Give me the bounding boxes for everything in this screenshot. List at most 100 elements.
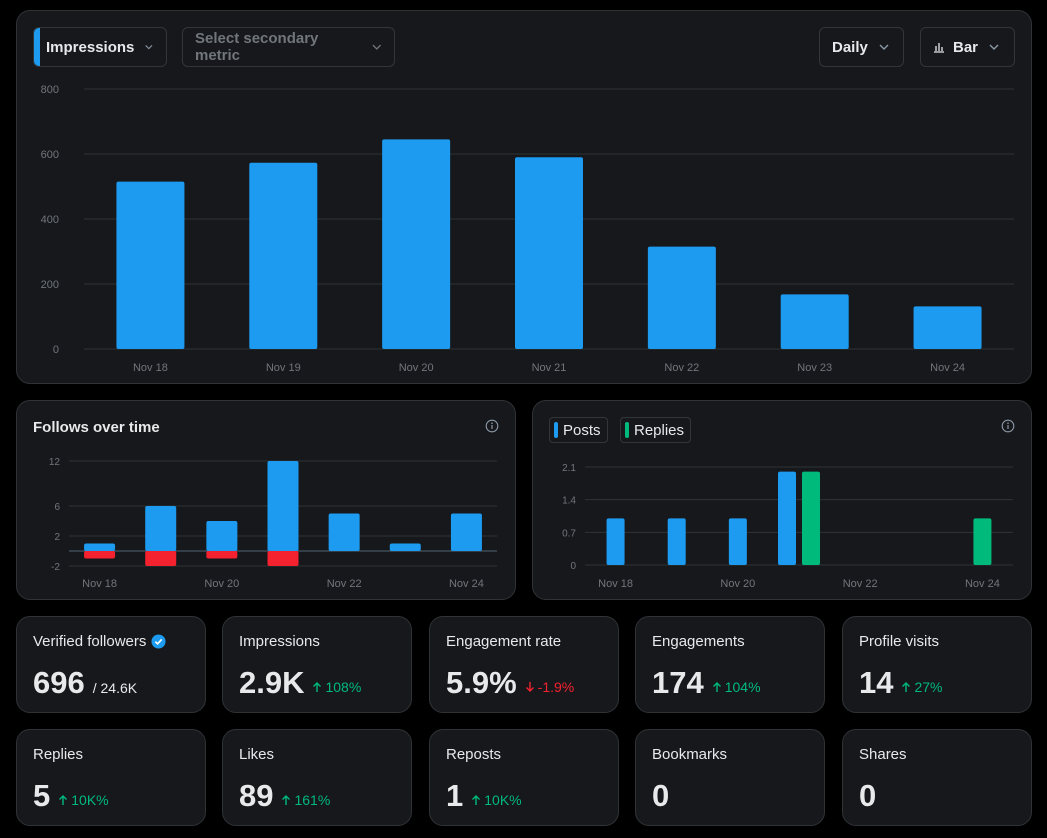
info-icon[interactable] [1001,419,1015,433]
follows-bar [206,521,238,551]
follows-bar [450,513,482,551]
follows-bar [328,513,360,551]
x-tick-label: Nov 18 [82,578,117,590]
x-tick-label: Nov 22 [843,578,878,590]
x-tick-label: Nov 24 [930,362,965,374]
stat-change: 161% [281,792,330,808]
stat-label: Replies [33,746,83,763]
chevron-down-icon [371,44,381,50]
posts-swatch [554,422,558,438]
stat-label-text: Replies [33,746,84,763]
stat-change: -1.9% [525,679,575,695]
x-tick-label: Nov 19 [266,362,301,374]
stat-card-verified-followers: Verified followers 696 / 24.6K [16,616,206,713]
stat-change: 104% [712,679,761,695]
stat-label: Impressions [239,633,320,650]
chevron-down-icon [879,44,889,50]
stat-value: 0 [652,778,670,813]
legend-replies[interactable]: Replies [620,417,692,443]
stat-card-replies: Replies 5 10K% [16,729,206,826]
stat-change-value: 10K% [71,792,109,808]
stat-label-text: Bookmarks [652,746,728,763]
stat-value: 0 [859,778,877,813]
arrow-up-icon [712,682,721,692]
y-tick-label: 400 [41,214,59,226]
x-tick-label: Nov 20 [720,578,755,590]
stat-label-text: Verified followers [33,633,147,650]
unfollows-bar [145,551,177,566]
x-tick-label: Nov 22 [327,578,362,590]
stat-card-reposts: Reposts 1 10K% [429,729,619,826]
stat-value: 174 [652,665,704,700]
stat-label: Reposts [446,746,501,763]
x-tick-label: Nov 20 [204,578,239,590]
legend-replies-label: Replies [634,421,685,439]
follows-title: Follows over time [33,419,160,436]
stat-value-row: 5.9% -1.9% [446,665,574,701]
impressions-bar [116,181,185,349]
arrow-down-icon [525,682,534,692]
y-tick-label: 0.7 [562,528,576,539]
secondary-metric-dropdown[interactable]: Select secondary metric [182,27,395,67]
info-icon[interactable] [485,419,499,433]
replies-swatch [625,422,629,438]
stat-total: / 24.6K [92,680,138,696]
x-tick-label: Nov 18 [133,362,168,374]
stat-change-value: 27% [914,679,943,695]
unfollows-bar [84,551,116,559]
stat-value: 89 [239,778,274,813]
x-tick-label: Nov 24 [449,578,484,590]
stat-change: 10K% [471,792,522,808]
stat-card-profile-visits: Profile visits 14 27% [842,616,1032,713]
replies-bar [973,518,992,565]
stat-label: Profile visits [859,633,939,650]
arrow-up-icon [902,682,911,692]
y-tick-label: -2 [51,562,60,573]
y-tick-label: 12 [49,457,61,468]
legend-posts-label: Posts [563,421,601,439]
stat-label: Likes [239,746,274,763]
stat-change-value: 108% [325,679,362,695]
follows-bar [267,461,299,551]
stat-value: 14 [859,665,894,700]
stat-label-text: Shares [859,746,907,763]
arrow-up-icon [313,682,322,692]
arrow-up-icon [472,795,481,805]
stat-value-row: 1 10K% [446,778,522,814]
legend-posts[interactable]: Posts [549,417,608,443]
impressions-bar-chart: 0 200 400 600 800 Nov 18 Nov 19 Nov 20 Nov 21 Nov… [41,84,1014,374]
interval-dropdown[interactable]: Daily [819,27,904,67]
stat-label-text: Profile visits [859,633,940,650]
stat-value: 5 [33,778,51,813]
stat-value: 1 [446,778,464,813]
stat-card-engagement-rate: Engagement rate 5.9% -1.9% [429,616,619,713]
stat-label: Shares [859,746,907,763]
stat-card-engagements: Engagements 174 104% [635,616,825,713]
stat-value-row: 0 [859,778,876,814]
primary-metric-dropdown[interactable]: Impressions [33,27,167,67]
posts-bar [667,518,686,565]
chevron-down-icon [989,44,999,50]
x-tick-label: Nov 22 [664,362,699,374]
stat-card-impressions: Impressions 2.9K 108% [222,616,412,713]
stat-card-likes: Likes 89 161% [222,729,412,826]
stat-card-bookmarks: Bookmarks 0 [635,729,825,826]
arrow-up-icon [282,795,291,805]
metric-color-indicator [34,28,40,66]
secondary-metric-placeholder: Select secondary metric [195,30,319,64]
chart-type-label: Bar [953,38,979,56]
stat-label: Engagements [652,633,745,650]
y-tick-label: 0 [570,561,576,572]
posts-replies-bar-chart: 0 0.7 1.4 2.1 Nov 18 Nov 20 Nov 22 Nov 24 [562,463,1013,590]
stat-value: 5.9% [446,665,517,700]
stat-change: 108% [312,679,361,695]
unfollows-bar [206,551,238,559]
x-tick-label: Nov 24 [965,578,1000,590]
impressions-bar [647,246,716,349]
stat-change-value: -1.9% [537,679,575,695]
chart-type-dropdown[interactable]: Bar [920,27,1015,67]
y-tick-label: 2.1 [562,463,576,474]
stat-value-row: 174 104% [652,665,761,701]
posts-bar [728,518,747,565]
stat-label-text: Reposts [446,746,502,763]
